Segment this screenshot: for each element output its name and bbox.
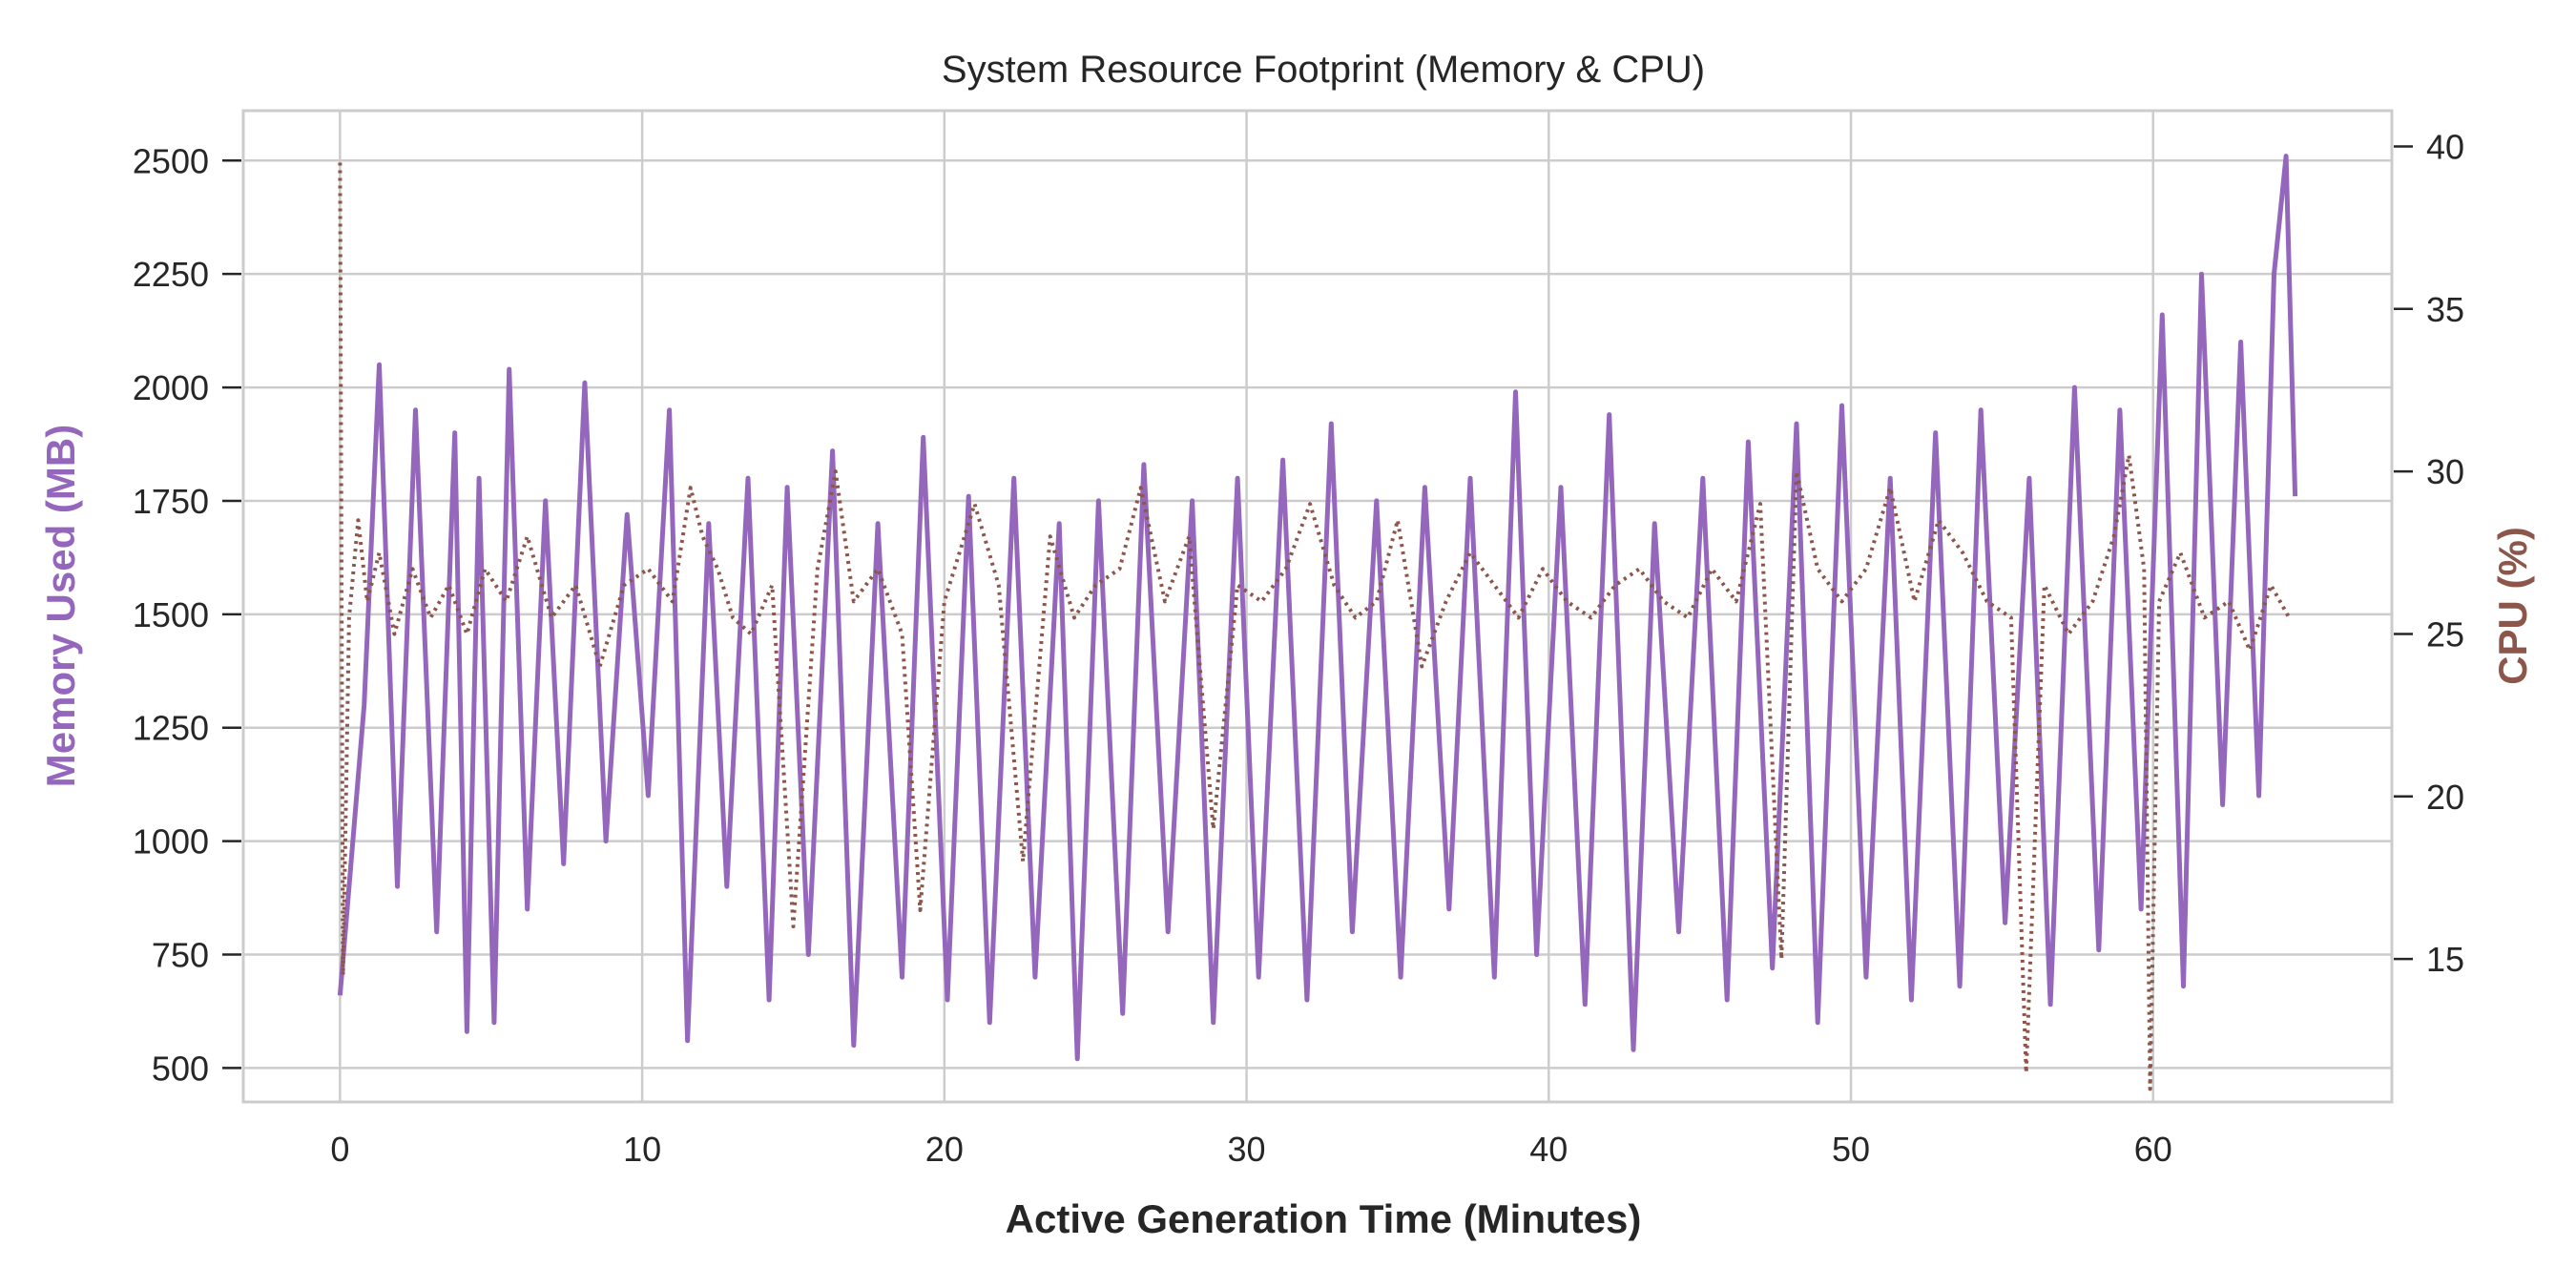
left-y-tick-label: 500 xyxy=(152,1049,209,1088)
x-tick-label: 0 xyxy=(330,1130,349,1169)
left-y-tick-label: 1250 xyxy=(133,709,209,748)
cpu-series-line xyxy=(338,162,2292,1091)
x-axis: 0 10 20 30 40 50 60 xyxy=(330,1130,2171,1169)
left-y-tick-label: 1500 xyxy=(133,595,209,634)
left-y-tick-label: 2500 xyxy=(133,141,209,180)
right-y-tick-label: 20 xyxy=(2426,778,2464,817)
right-y-tick-label: 25 xyxy=(2426,614,2464,654)
right-y-tick-label: 40 xyxy=(2426,127,2464,166)
left-y-tick-label: 750 xyxy=(152,935,209,974)
x-tick-label: 30 xyxy=(1228,1130,1266,1169)
left-y-tick-label: 1750 xyxy=(133,482,209,521)
left-y-axis-label: Memory Used (MB) xyxy=(38,425,83,787)
left-y-tick-label: 2250 xyxy=(133,255,209,294)
x-tick-label: 40 xyxy=(1529,1130,1568,1169)
series-layer xyxy=(337,154,2298,1091)
plot-frame xyxy=(241,109,2394,1104)
chart-title: System Resource Footprint (Memory & CPU) xyxy=(942,49,1705,91)
right-y-tick-label: 15 xyxy=(2426,940,2464,979)
left-y-tick-label: 1000 xyxy=(133,822,209,862)
left-y-tick-label: 2000 xyxy=(133,368,209,407)
right-y-axis-label: CPU (%) xyxy=(2490,527,2535,685)
x-tick-label: 10 xyxy=(623,1130,661,1169)
x-axis-label: Active Generation Time (Minutes) xyxy=(1006,1196,1642,1241)
memory-series-line xyxy=(337,154,2298,1062)
right-y-axis: 15 20 25 30 35 40 xyxy=(2394,127,2464,979)
x-tick-label: 60 xyxy=(2134,1130,2172,1169)
x-tick-label: 20 xyxy=(925,1130,964,1169)
x-tick-label: 50 xyxy=(1832,1130,1870,1169)
right-y-tick-label: 35 xyxy=(2426,290,2464,329)
right-y-tick-label: 30 xyxy=(2426,452,2464,491)
left-y-axis: 500 750 1000 1250 1500 1750 2000 2250 2500 xyxy=(133,141,241,1088)
